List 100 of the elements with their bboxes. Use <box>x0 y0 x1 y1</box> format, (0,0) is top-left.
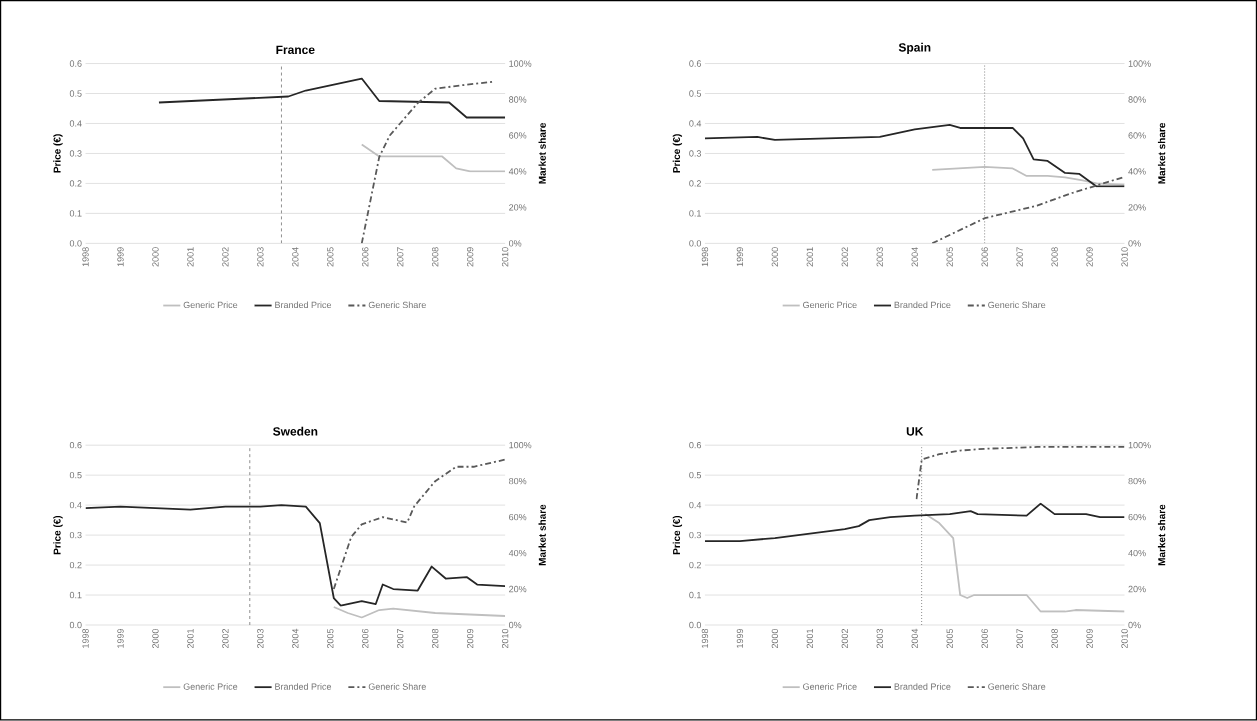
y2-tick-label: 40% <box>1128 168 1146 175</box>
y2-tick-label: 60% <box>1128 132 1146 139</box>
y2-tick-label: 20% <box>1128 204 1146 211</box>
y-tick-label: 0.6 <box>69 442 82 449</box>
line-series <box>332 606 506 619</box>
x-tick-label: 2009 <box>1086 629 1093 649</box>
y-tick-label: 0.0 <box>689 240 702 247</box>
x-tick-label: 2004 <box>292 247 299 267</box>
x-tick-label: 1999 <box>736 247 744 267</box>
y2-axis-title: Market share <box>538 123 546 184</box>
x-tick-label: 2001 <box>806 629 814 649</box>
legend-label: Generic Share <box>988 301 1046 309</box>
y-tick-label: 0.4 <box>689 502 702 509</box>
y2-tick-label: 60% <box>509 514 527 521</box>
legend-label: Generic Price <box>183 301 238 309</box>
x-tick-label: 1998 <box>82 629 89 649</box>
line-series <box>360 143 506 173</box>
legend-label: Generic Share <box>368 683 426 690</box>
y2-tick-label: 0% <box>509 240 522 247</box>
legend-label: Generic Share <box>368 301 426 309</box>
y-tick-label: 0.0 <box>69 622 82 629</box>
y2-tick-label: 20% <box>509 586 527 593</box>
y-axis-title: Price (€) <box>672 134 683 173</box>
x-tick-label: 2000 <box>771 247 779 267</box>
legend-label: Branded Price <box>894 683 951 690</box>
x-tick-label: 2006 <box>362 629 369 649</box>
y-tick-label: 0.4 <box>69 502 82 509</box>
x-tick-label: 2000 <box>152 629 159 649</box>
x-tick-label: 2005 <box>327 247 334 267</box>
x-tick-label: 2010 <box>501 629 509 649</box>
x-tick-label: 2000 <box>152 247 159 267</box>
chart-title: Spain <box>898 43 931 55</box>
x-tick-label: 2003 <box>257 629 264 649</box>
y2-tick-label: 0% <box>509 622 522 629</box>
y-axis-title: Price (€) <box>53 134 63 173</box>
y2-tick-label: 80% <box>1128 96 1146 103</box>
line-series <box>931 176 1125 244</box>
y-tick-label: 0.5 <box>689 90 702 97</box>
x-tick-label: 2005 <box>327 629 334 649</box>
line-series <box>704 502 1125 543</box>
legend-label: Branded Price <box>275 683 332 690</box>
legend-label: Branded Price <box>275 301 332 309</box>
x-tick-label: 2003 <box>876 629 883 649</box>
y-tick-label: 0.6 <box>689 442 702 449</box>
y-tick-label: 0.5 <box>69 90 82 97</box>
y2-tick-label: 80% <box>1128 478 1146 485</box>
y2-tick-label: 80% <box>509 96 527 103</box>
line-series <box>85 504 506 607</box>
x-tick-label: 2007 <box>397 629 404 649</box>
y2-tick-label: 60% <box>509 132 527 139</box>
y-tick-label: 0.3 <box>69 532 82 539</box>
x-tick-label: 2002 <box>841 629 848 649</box>
legend-label: Generic Price <box>183 683 238 690</box>
x-tick-label: 2002 <box>222 629 229 649</box>
x-tick-label: 2006 <box>981 247 988 267</box>
y-tick-label: 0.1 <box>69 210 82 217</box>
y2-tick-label: 40% <box>508 168 527 175</box>
x-tick-label: 2001 <box>806 247 814 267</box>
y-tick-label: 0.4 <box>69 120 82 127</box>
x-tick-label: 2008 <box>1051 247 1058 267</box>
y2-tick-label: 20% <box>509 204 527 211</box>
y2-tick-label: 100% <box>1128 60 1151 67</box>
line-series <box>931 166 1125 187</box>
x-tick-label: 2004 <box>911 247 918 267</box>
chart-title: UK <box>906 427 924 436</box>
x-tick-label: 2003 <box>876 247 883 267</box>
x-tick-label: 2010 <box>1121 247 1128 267</box>
x-tick-label: 2009 <box>1086 247 1093 267</box>
x-tick-label: 1998 <box>701 629 709 649</box>
y-tick-label: 0.6 <box>689 60 702 67</box>
line-series <box>332 458 506 591</box>
y2-tick-label: 40% <box>508 550 527 557</box>
x-tick-label: 1999 <box>117 629 124 649</box>
x-tick-label: 2004 <box>911 629 918 649</box>
y-tick-label: 0.2 <box>69 180 82 187</box>
chart-title: Sweden <box>273 427 318 436</box>
y2-tick-label: 80% <box>509 478 527 485</box>
y-tick-label: 0.2 <box>689 562 701 569</box>
y2-tick-label: 100% <box>1128 442 1151 449</box>
y-tick-label: 0.1 <box>69 592 82 599</box>
y2-tick-label: 100% <box>509 442 532 449</box>
y2-tick-label: 60% <box>1128 514 1146 521</box>
x-tick-label: 2005 <box>946 247 953 267</box>
x-tick-label: 2002 <box>222 247 229 267</box>
y2-tick-label: 20% <box>1128 586 1146 593</box>
x-tick-label: 2007 <box>1016 629 1023 649</box>
y-axis-title: Price (€) <box>53 516 63 555</box>
x-tick-label: 1999 <box>736 629 744 649</box>
legend-label: Branded Price <box>894 301 951 309</box>
legend-label: Generic Share <box>988 683 1046 690</box>
y-tick-label: 0.6 <box>69 60 82 67</box>
x-tick-label: 1998 <box>82 247 89 267</box>
x-tick-label: 2006 <box>362 247 369 267</box>
x-tick-label: 1998 <box>701 247 709 267</box>
y-tick-label: 0.0 <box>69 240 82 247</box>
y2-axis-title: Market share <box>1157 504 1166 566</box>
x-tick-label: 2005 <box>946 629 953 649</box>
x-tick-label: 2003 <box>257 247 264 267</box>
y2-tick-label: 40% <box>1128 550 1146 557</box>
line-series <box>158 77 506 119</box>
